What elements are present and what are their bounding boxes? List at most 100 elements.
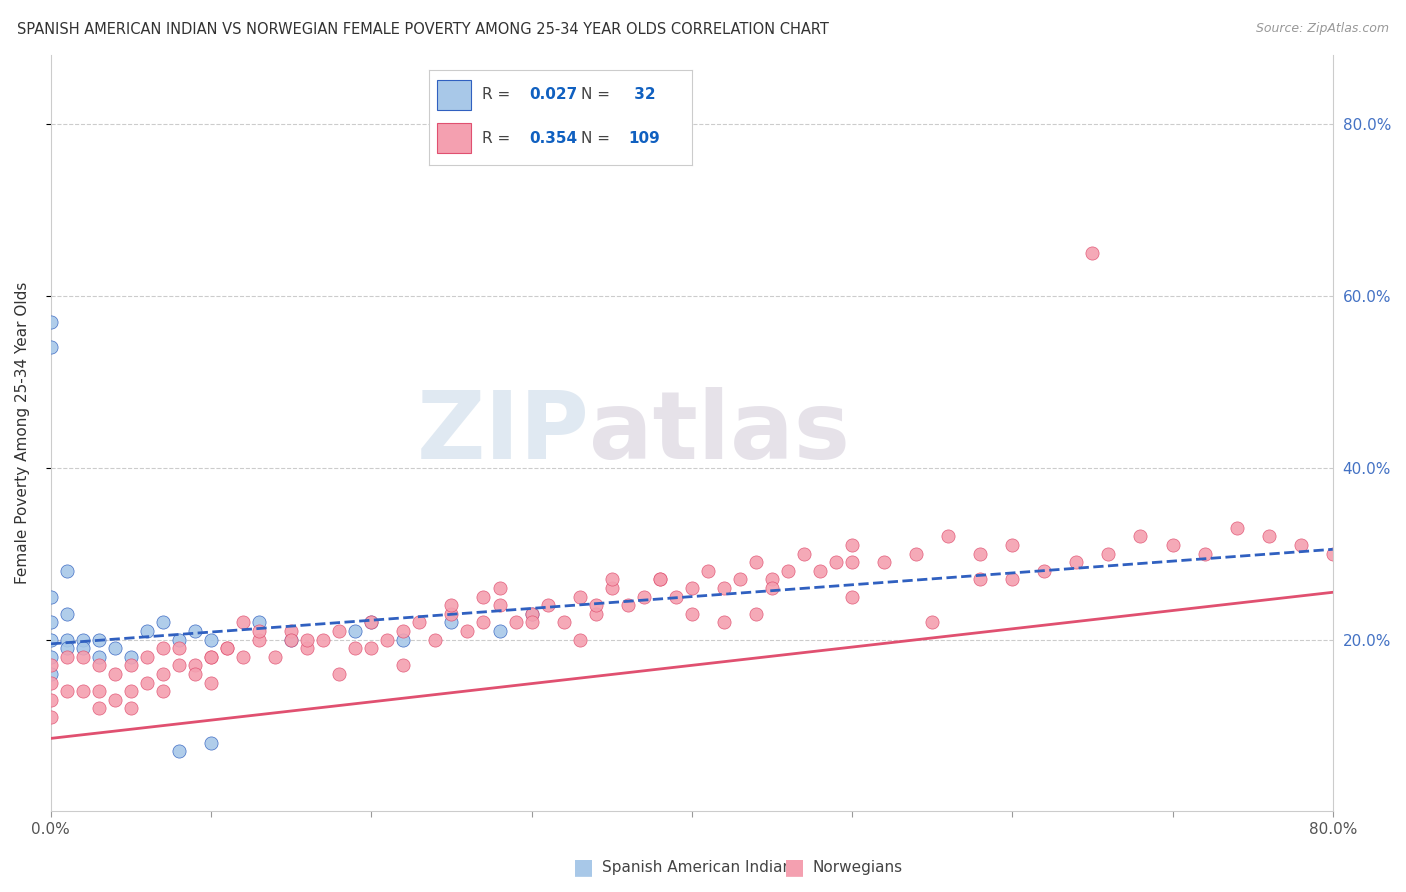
Point bbox=[440, 598, 463, 612]
Point bbox=[39, 692, 62, 706]
Point bbox=[921, 615, 943, 630]
Point bbox=[585, 598, 607, 612]
Point bbox=[56, 684, 79, 698]
Point bbox=[344, 624, 367, 638]
Point bbox=[87, 632, 110, 647]
Point bbox=[1081, 245, 1104, 260]
Point bbox=[120, 649, 142, 664]
Text: ■: ■ bbox=[574, 857, 593, 877]
Point bbox=[1226, 521, 1249, 535]
Point bbox=[1161, 538, 1184, 552]
Point bbox=[472, 590, 495, 604]
Point bbox=[825, 555, 848, 569]
Point bbox=[1033, 564, 1056, 578]
Point bbox=[1097, 547, 1119, 561]
Point bbox=[120, 658, 142, 673]
Point bbox=[56, 607, 79, 621]
Point bbox=[1289, 538, 1312, 552]
Point bbox=[232, 615, 254, 630]
Point bbox=[665, 590, 688, 604]
Point bbox=[1001, 538, 1024, 552]
Point bbox=[488, 598, 510, 612]
Point bbox=[39, 615, 62, 630]
Point bbox=[1066, 555, 1088, 569]
Point bbox=[761, 581, 783, 595]
Point bbox=[72, 649, 94, 664]
Point bbox=[152, 615, 174, 630]
Point bbox=[392, 624, 415, 638]
Point bbox=[297, 632, 319, 647]
Point bbox=[120, 684, 142, 698]
Point bbox=[488, 581, 510, 595]
Point bbox=[745, 555, 768, 569]
Point bbox=[39, 658, 62, 673]
Point bbox=[56, 564, 79, 578]
Point bbox=[200, 649, 222, 664]
Point bbox=[167, 641, 190, 656]
Point bbox=[408, 615, 430, 630]
Point bbox=[39, 649, 62, 664]
Point bbox=[56, 649, 79, 664]
Point bbox=[1322, 547, 1344, 561]
Y-axis label: Female Poverty Among 25-34 Year Olds: Female Poverty Among 25-34 Year Olds bbox=[15, 282, 30, 584]
Point bbox=[969, 573, 991, 587]
Point bbox=[312, 632, 335, 647]
Text: atlas: atlas bbox=[589, 387, 851, 479]
Point bbox=[297, 641, 319, 656]
Point bbox=[247, 624, 270, 638]
Point bbox=[136, 624, 159, 638]
Point bbox=[520, 615, 543, 630]
Point bbox=[87, 701, 110, 715]
Point bbox=[247, 615, 270, 630]
Point bbox=[696, 564, 718, 578]
Point bbox=[440, 607, 463, 621]
Point bbox=[600, 573, 623, 587]
Point bbox=[39, 675, 62, 690]
Point bbox=[681, 607, 703, 621]
Point bbox=[761, 573, 783, 587]
Point bbox=[328, 624, 350, 638]
Point bbox=[39, 667, 62, 681]
Point bbox=[39, 314, 62, 328]
Point bbox=[713, 615, 735, 630]
Point bbox=[360, 615, 382, 630]
Point bbox=[1129, 529, 1152, 543]
Point bbox=[969, 547, 991, 561]
Point bbox=[681, 581, 703, 595]
Point bbox=[1001, 573, 1024, 587]
Point bbox=[425, 632, 447, 647]
Point bbox=[104, 667, 127, 681]
Point bbox=[568, 632, 591, 647]
Point bbox=[905, 547, 928, 561]
Text: SPANISH AMERICAN INDIAN VS NORWEGIAN FEMALE POVERTY AMONG 25-34 YEAR OLDS CORREL: SPANISH AMERICAN INDIAN VS NORWEGIAN FEM… bbox=[17, 22, 828, 37]
Point bbox=[536, 598, 558, 612]
Point bbox=[728, 573, 751, 587]
Point bbox=[1194, 547, 1216, 561]
Point bbox=[633, 590, 655, 604]
Point bbox=[247, 632, 270, 647]
Point bbox=[328, 667, 350, 681]
Point bbox=[39, 632, 62, 647]
Text: ■: ■ bbox=[785, 857, 804, 877]
Point bbox=[488, 624, 510, 638]
Point bbox=[72, 632, 94, 647]
Point bbox=[456, 624, 478, 638]
Point bbox=[217, 641, 239, 656]
Point bbox=[232, 649, 254, 664]
Point bbox=[104, 692, 127, 706]
Point bbox=[104, 641, 127, 656]
Point bbox=[167, 744, 190, 758]
Point bbox=[200, 736, 222, 750]
Text: ZIP: ZIP bbox=[416, 387, 589, 479]
Point bbox=[360, 641, 382, 656]
Point bbox=[200, 632, 222, 647]
Point bbox=[39, 590, 62, 604]
Point bbox=[152, 641, 174, 656]
Point bbox=[217, 641, 239, 656]
Point bbox=[184, 667, 207, 681]
Point bbox=[713, 581, 735, 595]
Point bbox=[745, 607, 768, 621]
Point bbox=[505, 615, 527, 630]
Point bbox=[39, 710, 62, 724]
Point bbox=[808, 564, 831, 578]
